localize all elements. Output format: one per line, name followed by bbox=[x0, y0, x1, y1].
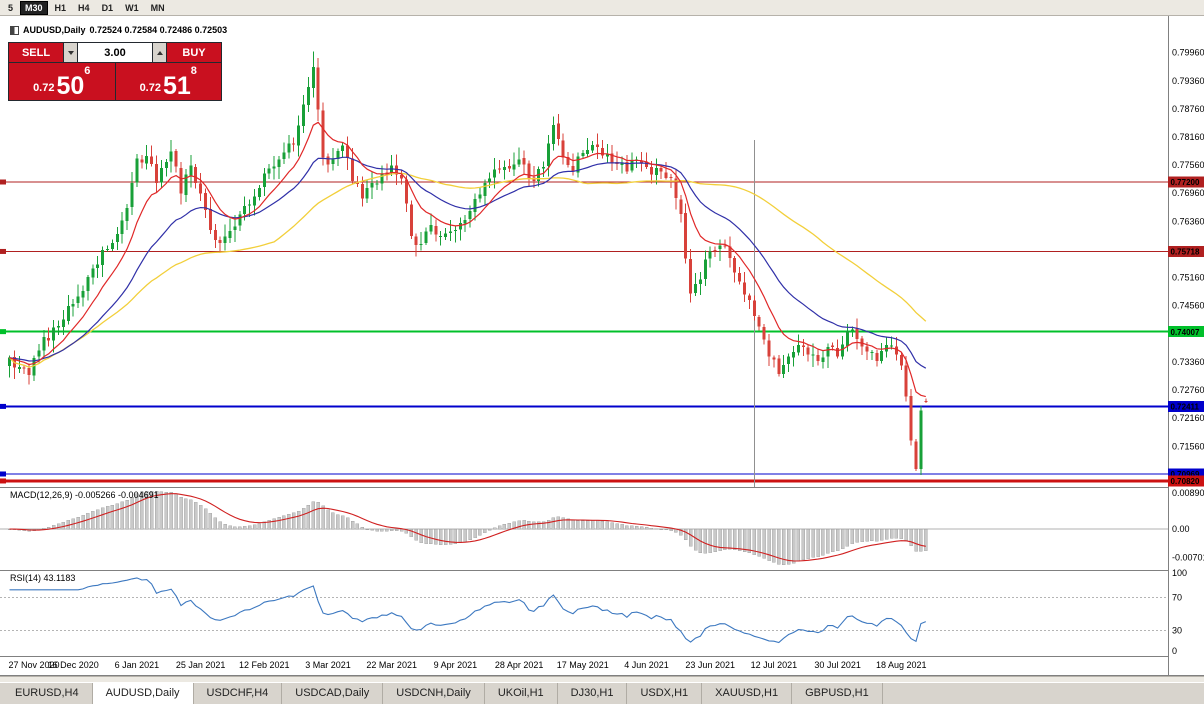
timeframe-button-h4[interactable]: H4 bbox=[73, 1, 95, 15]
buy-price-pips: 51 bbox=[162, 71, 191, 100]
one-click-trading-panel: SELL BUY 0.72 50 6 0.72 51 8 bbox=[8, 42, 222, 101]
tab-eurusd-h4[interactable]: EURUSD,H4 bbox=[2, 683, 93, 704]
svg-text:16 Dec 2020: 16 Dec 2020 bbox=[48, 660, 99, 670]
svg-text:27 Nov 2020: 27 Nov 2020 bbox=[8, 660, 59, 670]
sell-button[interactable]: SELL bbox=[9, 43, 63, 62]
horizontal-scrollbar[interactable] bbox=[0, 676, 1204, 682]
svg-text:-0.00701: -0.00701 bbox=[1172, 552, 1204, 562]
svg-text:12 Feb 2021: 12 Feb 2021 bbox=[239, 660, 290, 670]
chart-area: 0.79960 0.79360 0.78760 0.78160 0.77560 0.769… bbox=[0, 16, 1204, 676]
svg-text:0.74007: 0.74007 bbox=[1171, 328, 1200, 337]
svg-text:12 Jul 2021: 12 Jul 2021 bbox=[751, 660, 798, 670]
svg-text:0.74560: 0.74560 bbox=[1172, 301, 1204, 311]
triangle-down-icon bbox=[67, 50, 74, 55]
tab-usdx-h1[interactable]: USDX,H1 bbox=[627, 683, 703, 704]
svg-text:3 Mar 2021: 3 Mar 2021 bbox=[305, 660, 351, 670]
tab-usdcad-daily[interactable]: USDCAD,Daily bbox=[282, 683, 384, 704]
timeframe-button-m30[interactable]: M30 bbox=[20, 0, 48, 15]
svg-text:23 Jun 2021: 23 Jun 2021 bbox=[685, 660, 735, 670]
timeframe-button-h1[interactable]: H1 bbox=[50, 1, 72, 15]
chart-title: AUDUSD,Daily 0.72524 0.72584 0.72486 0.7… bbox=[10, 25, 227, 35]
sell-price-pipette: 6 bbox=[84, 65, 91, 77]
tab-ukoil-h1[interactable]: UKOil,H1 bbox=[485, 683, 558, 704]
volume-input[interactable] bbox=[78, 43, 152, 62]
timeframe-toolbar: 5 M30 H1 H4 D1 W1 MN bbox=[0, 0, 1204, 16]
svg-text:22 Mar 2021: 22 Mar 2021 bbox=[366, 660, 417, 670]
volume-down-button[interactable] bbox=[64, 43, 77, 62]
tab-usdcnh-daily[interactable]: USDCNH,Daily bbox=[383, 683, 485, 704]
macd-label: MACD(12,26,9) -0.005266 -0.004691 bbox=[10, 490, 159, 500]
svg-text:100: 100 bbox=[1172, 568, 1187, 578]
buy-price-display[interactable]: 0.72 51 8 bbox=[115, 63, 221, 100]
svg-text:0.72411: 0.72411 bbox=[1171, 403, 1200, 412]
svg-text:4 Jun 2021: 4 Jun 2021 bbox=[624, 660, 669, 670]
rsi-label: RSI(14) 43.1183 bbox=[10, 573, 76, 583]
timeframe-button-mn[interactable]: MN bbox=[146, 1, 170, 15]
timeframe-button-5[interactable]: 5 bbox=[3, 1, 18, 15]
svg-text:6 Jan 2021: 6 Jan 2021 bbox=[115, 660, 160, 670]
volume-up-button[interactable] bbox=[153, 43, 166, 62]
svg-text:0.79960: 0.79960 bbox=[1172, 48, 1204, 58]
svg-text:0.77560: 0.77560 bbox=[1172, 160, 1204, 170]
svg-text:0.00890: 0.00890 bbox=[1172, 488, 1204, 498]
svg-text:0.76960: 0.76960 bbox=[1172, 188, 1204, 198]
svg-text:0.78760: 0.78760 bbox=[1172, 104, 1204, 114]
price-chart-canvas[interactable]: 0.79960 0.79360 0.78760 0.78160 0.77560 0.769… bbox=[0, 16, 1204, 676]
svg-text:28 Apr 2021: 28 Apr 2021 bbox=[495, 660, 544, 670]
svg-text:9 Apr 2021: 9 Apr 2021 bbox=[434, 660, 478, 670]
tab-usdchf-h4[interactable]: USDCHF,H4 bbox=[194, 683, 283, 704]
buy-button[interactable]: BUY bbox=[167, 43, 221, 62]
tab-audusd-daily[interactable]: AUDUSD,Daily bbox=[92, 683, 194, 704]
svg-text:0.72760: 0.72760 bbox=[1172, 385, 1204, 395]
trade-controls-row: SELL BUY bbox=[9, 43, 221, 62]
svg-text:0.76360: 0.76360 bbox=[1172, 216, 1204, 226]
svg-text:17 May 2021: 17 May 2021 bbox=[557, 660, 609, 670]
chart-tabs-bar: EURUSD,H4 AUDUSD,Daily USDCHF,H4 USDCAD,Dai… bbox=[0, 682, 1204, 704]
tab-gbpusd-h1[interactable]: GBPUSD,H1 bbox=[792, 683, 883, 704]
sell-price-base: 0.72 bbox=[33, 82, 55, 94]
chart-symbol-label: AUDUSD,Daily bbox=[23, 25, 86, 35]
svg-text:0.00: 0.00 bbox=[1172, 524, 1190, 534]
svg-text:0: 0 bbox=[1172, 646, 1177, 656]
timeframe-button-d1[interactable]: D1 bbox=[97, 1, 119, 15]
svg-text:0.71560: 0.71560 bbox=[1172, 441, 1204, 451]
triangle-up-icon bbox=[156, 50, 163, 55]
sell-price-pips: 50 bbox=[56, 71, 85, 100]
tab-xauusd-h1[interactable]: XAUUSD,H1 bbox=[702, 683, 793, 704]
svg-text:0.70820: 0.70820 bbox=[1171, 477, 1200, 486]
buy-price-pipette: 8 bbox=[190, 65, 197, 77]
svg-text:0.79360: 0.79360 bbox=[1172, 76, 1204, 86]
svg-text:0.77200: 0.77200 bbox=[1171, 178, 1200, 187]
buy-price-base: 0.72 bbox=[139, 82, 161, 94]
svg-text:70: 70 bbox=[1172, 593, 1182, 603]
sell-price-display[interactable]: 0.72 50 6 bbox=[9, 63, 115, 100]
svg-text:30 Jul 2021: 30 Jul 2021 bbox=[814, 660, 861, 670]
svg-text:30: 30 bbox=[1172, 625, 1182, 635]
trade-prices-row: 0.72 50 6 0.72 51 8 bbox=[9, 63, 221, 100]
svg-text:18 Aug 2021: 18 Aug 2021 bbox=[876, 660, 927, 670]
svg-text:0.75718: 0.75718 bbox=[1171, 248, 1200, 257]
candlestick-chart-icon bbox=[10, 25, 19, 35]
svg-text:25 Jan 2021: 25 Jan 2021 bbox=[176, 660, 226, 670]
svg-text:0.70969: 0.70969 bbox=[1171, 470, 1200, 479]
tab-dj30-h1[interactable]: DJ30,H1 bbox=[558, 683, 628, 704]
svg-text:0.78160: 0.78160 bbox=[1172, 132, 1204, 142]
svg-text:0.72160: 0.72160 bbox=[1172, 413, 1204, 423]
svg-text:0.73360: 0.73360 bbox=[1172, 357, 1204, 367]
chart-ohlc-values: 0.72524 0.72584 0.72486 0.72503 bbox=[89, 25, 228, 35]
timeframe-button-w1[interactable]: W1 bbox=[120, 1, 144, 15]
svg-text:0.75160: 0.75160 bbox=[1172, 273, 1204, 283]
